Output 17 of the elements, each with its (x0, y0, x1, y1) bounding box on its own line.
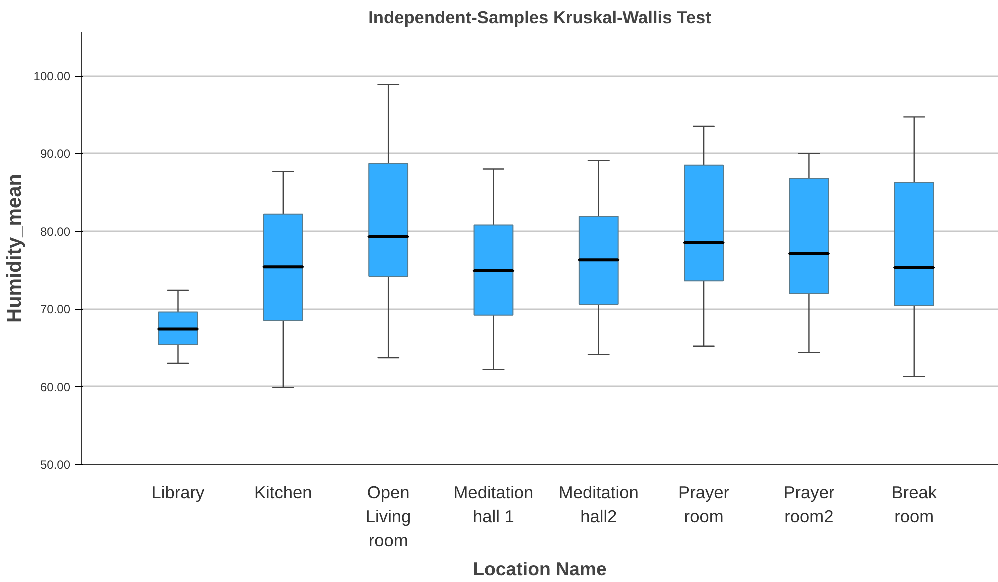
x-tick-label: Prayer room2 (784, 482, 835, 526)
y-tick-label: 50.00 (40, 458, 71, 472)
x-tick-label: Kitchen (254, 482, 312, 502)
y-tick-label: 60.00 (40, 380, 71, 394)
x-tick-label: Meditation hall2 (558, 482, 639, 526)
y-tick-label: 80.00 (40, 224, 71, 239)
x-tick-label: Open Living room (366, 482, 412, 550)
x-tick-label: Meditation hall 1 (454, 482, 534, 526)
y-tick-label: 100.00 (34, 70, 71, 84)
chart-title: Independent-Samples Kruskal-Wallis Test (368, 8, 712, 28)
y-tick-label: 70.00 (40, 302, 71, 317)
x-tick-label: Break room (892, 482, 938, 526)
x-axis-title: Location Name (473, 558, 607, 580)
y-axis-title: Humidity_mean (4, 174, 26, 323)
x-tick-label: Prayer room (678, 482, 730, 526)
x-tick-label: Library (152, 482, 206, 502)
y-tick-label: 90.00 (40, 147, 71, 162)
